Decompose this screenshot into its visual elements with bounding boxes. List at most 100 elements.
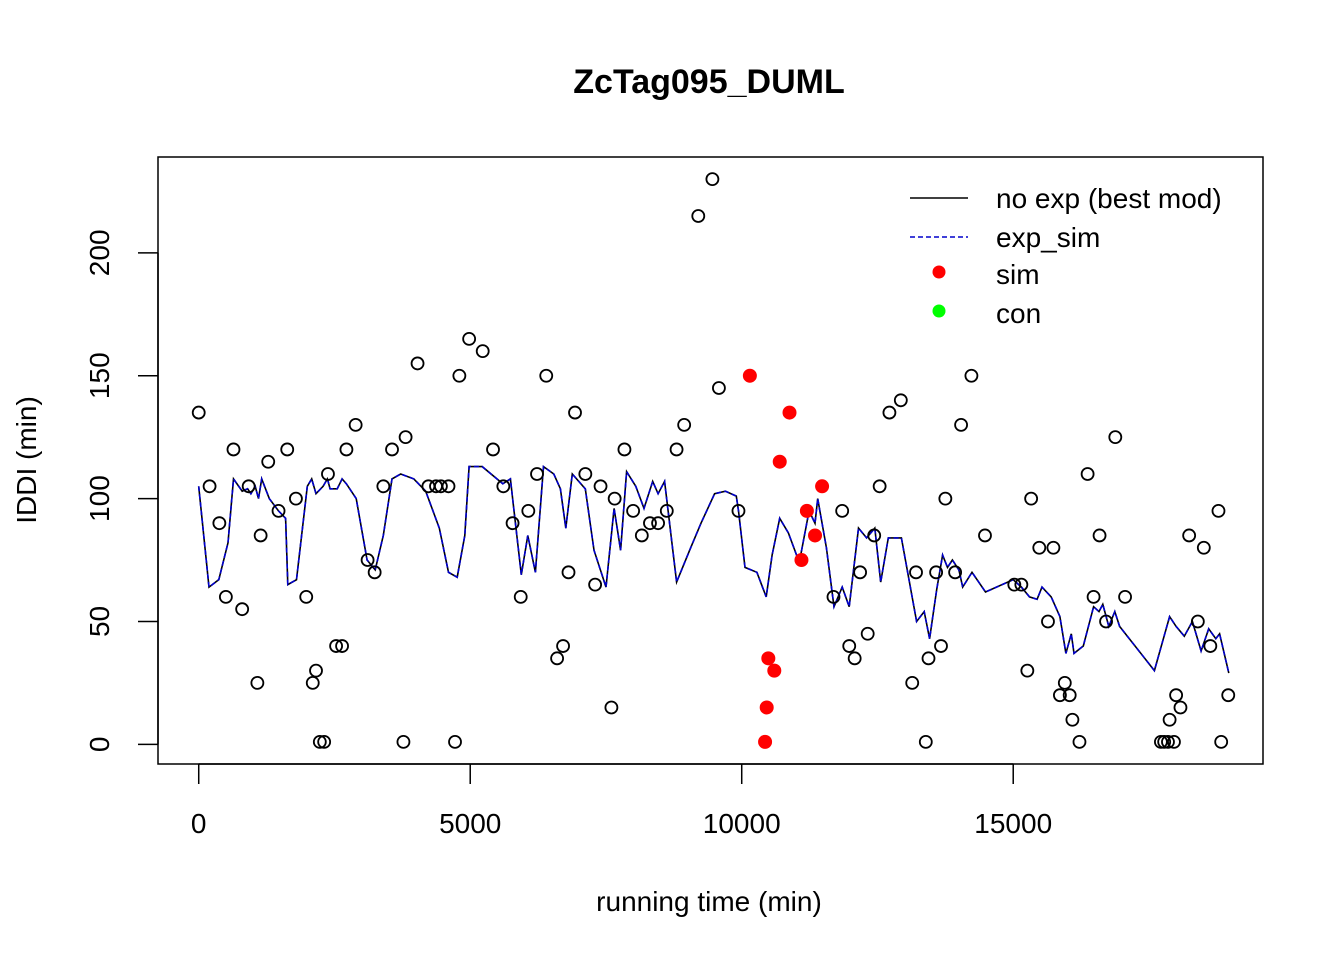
observed-point — [329, 639, 344, 653]
observed-point — [218, 589, 233, 604]
observed-point — [253, 528, 268, 543]
observed-point — [1041, 614, 1055, 629]
observed-point — [1065, 712, 1080, 727]
observed-point — [486, 442, 500, 457]
observed-point — [317, 734, 332, 749]
observed-point — [299, 589, 314, 604]
observed-point — [550, 651, 565, 666]
observed-point — [617, 442, 632, 457]
observed-point — [396, 734, 411, 749]
observed-point — [1161, 734, 1175, 749]
observed-point — [588, 577, 603, 592]
y-tick-label: 50 — [84, 606, 115, 637]
x-axis-label: running time (min) — [596, 886, 822, 917]
sim-point — [772, 454, 787, 469]
observed-point — [905, 676, 920, 690]
observed-point — [441, 479, 456, 494]
observed-point — [367, 565, 382, 580]
legend-con-point-swatch — [932, 304, 946, 318]
observed-point — [1086, 589, 1101, 604]
sim-point — [794, 553, 809, 568]
observed-point — [1196, 540, 1211, 555]
observed-point — [593, 479, 608, 494]
observed-point — [964, 368, 979, 383]
observed-point — [475, 344, 490, 359]
observed-point — [918, 734, 933, 749]
observed-point — [556, 639, 570, 653]
observed-point — [867, 528, 882, 543]
legend-label: no exp (best mod) — [996, 183, 1222, 214]
observed-point — [1162, 712, 1177, 727]
series-layer — [191, 172, 1236, 749]
observed-point — [202, 479, 217, 494]
observed-point — [280, 442, 295, 457]
observed-point — [1046, 540, 1061, 555]
sim-point — [808, 528, 823, 543]
observed-point — [1182, 528, 1197, 543]
observed-point — [289, 491, 303, 506]
sim-point — [767, 663, 782, 678]
observed-point — [691, 209, 706, 223]
observed-point — [448, 734, 462, 749]
observed-point — [434, 479, 448, 494]
y-axis: 0 50 100 150 200 — [84, 229, 159, 753]
observed-point — [705, 172, 720, 187]
x-tick-label: 5000 — [439, 808, 501, 839]
observed-point — [1072, 734, 1087, 749]
observed-point — [921, 651, 936, 666]
y-tick-label: 150 — [84, 352, 115, 399]
observed-point — [1173, 700, 1188, 715]
observed-point — [360, 553, 375, 567]
observed-point — [339, 442, 354, 457]
observed-point — [1032, 540, 1047, 555]
observed-point — [731, 503, 746, 518]
observed-point — [568, 405, 582, 420]
observed-point — [835, 503, 850, 518]
observed-point — [261, 454, 276, 469]
observed-point — [235, 602, 250, 617]
observed-point — [853, 565, 867, 580]
observed-point — [376, 479, 391, 494]
observed-point — [978, 528, 992, 543]
y-tick-label: 0 — [84, 737, 115, 753]
y-tick-label: 100 — [84, 475, 115, 522]
x-tick-label: 0 — [191, 808, 207, 839]
observed-point — [659, 503, 674, 518]
legend-label: exp_sim — [996, 222, 1100, 253]
observed-point — [1092, 528, 1107, 543]
observed-point — [1014, 577, 1029, 592]
observed-point — [1167, 734, 1181, 749]
observed-point — [212, 516, 227, 531]
observed-point — [462, 331, 477, 346]
observed-point — [530, 467, 544, 481]
observed-point — [677, 417, 692, 432]
observed-point — [561, 565, 576, 580]
observed-point — [505, 516, 520, 531]
observed-point — [860, 626, 875, 641]
observed-point — [651, 516, 666, 531]
sim-point — [799, 503, 814, 518]
observed-point — [1053, 688, 1067, 703]
observed-point — [410, 356, 425, 371]
observed-point — [1221, 688, 1236, 703]
observed-point — [309, 663, 323, 678]
observed-point — [1020, 663, 1035, 678]
observed-point — [1214, 734, 1229, 749]
observed-point — [1118, 589, 1132, 604]
x-axis: 0 5000 10000 15000 — [191, 763, 1052, 839]
observed-point — [385, 442, 399, 457]
sim-point — [782, 405, 797, 420]
observed-point — [604, 700, 619, 715]
observed-point — [1062, 688, 1077, 703]
observed-point — [847, 651, 862, 666]
observed-point — [271, 503, 286, 518]
y-tick-label: 200 — [84, 229, 115, 276]
observed-point — [1203, 639, 1218, 653]
sim-point — [758, 734, 773, 749]
observed-point — [826, 589, 841, 604]
observed-point — [312, 734, 327, 749]
observed-point — [607, 491, 622, 506]
